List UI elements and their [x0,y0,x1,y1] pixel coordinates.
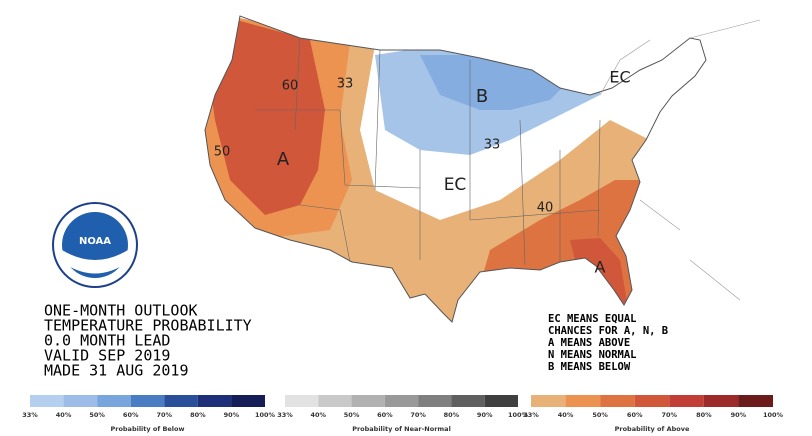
legend-swatch [130,395,165,407]
logo: NOAA [52,202,138,288]
legend-tick-label: 90% [477,411,493,419]
title-line: ONE-MONTH OUTLOOK [44,302,198,320]
logo-text: NOAA [79,236,111,247]
map-label: 40 [537,201,554,216]
map-label: 50 [214,145,231,160]
map-label: B [476,86,488,107]
legend-swatch [164,395,198,407]
key-line: B MEANS BELOW [548,361,631,373]
legend-swatch [565,395,601,407]
legend-tick-label: 40% [558,411,574,419]
key-line: A MEANS ABOVE [548,337,630,349]
us-outline [204,15,707,323]
legend-swatch [484,395,518,407]
legend-swatch [30,395,64,407]
legend-swatch [703,395,739,407]
legends: 33% 40% 50% 60% 70% 80% 90% 100% Probability of … [22,395,784,433]
legend-tick-label: 60% [377,411,393,419]
legend-tick-label: 33% [523,411,539,419]
legend-tick-label: 100% [255,411,276,419]
legend-tick-label: 80% [696,411,712,419]
legend-tick-label: 50% [344,411,360,419]
legend-tick-label: 50% [89,411,105,419]
map-label: EC [609,68,630,87]
key-line: EC MEANS EQUAL [548,313,637,325]
legend-tick-label: 90% [224,411,240,419]
legend-swatch [451,395,485,407]
title-line: TEMPERATURE PROBABILITY [44,317,252,335]
legend-tick-label: 70% [410,411,426,419]
legend-swatch [634,395,670,407]
legend-swatch [531,395,566,407]
legend-swatch [318,395,352,407]
legend-tick-label: 50% [592,411,608,419]
legend-tick-label: 60% [123,411,139,419]
legend-tick-label: 33% [277,411,293,419]
legend-swatch [418,395,452,407]
legend-tick-label: 90% [731,411,747,419]
legend-swatch [669,395,704,407]
legend-swatch [600,395,635,407]
title-line: MADE 31 AUG 2019 [44,362,189,380]
legend-title: Probability of Below [110,425,184,433]
map-label: EC [444,175,467,195]
logo-bird [62,250,128,274]
legend-title: Probability of Above [615,425,690,433]
map-label: A [277,149,290,170]
legend-swatch [351,395,385,407]
legend-swatch [97,395,131,407]
title-line: 0.0 MONTH LEAD [44,332,170,350]
state-lines [255,19,761,301]
legend-tick-label: 70% [662,411,678,419]
map-label: 60 [282,79,299,94]
legend-tick-label: 80% [190,411,206,419]
map-label: 33 [484,138,501,153]
legend-swatch [63,395,98,407]
map-label: 33 [337,77,354,92]
legend-tick-label: 40% [311,411,327,419]
map-label: A [595,258,606,277]
legend-title: Probability of Near-Normal [352,425,451,433]
legend-swatch [231,395,265,407]
title-line: VALID SEP 2019 [44,347,170,365]
legend-tick-label: 70% [157,411,173,419]
legend-tick-label: 100% [763,411,784,419]
key-line: N MEANS NORMAL [548,349,637,361]
legend-tick-label: 100% [508,411,529,419]
legend-tick-label: 33% [22,411,38,419]
legend-tick-label: 40% [56,411,72,419]
legend-swatch [384,395,419,407]
key-line: CHANCES FOR A, N, B [548,325,668,337]
legend-tick-label: 60% [627,411,643,419]
legend-swatch [197,395,232,407]
legend-swatch [738,395,773,407]
legend-tick-label: 80% [444,411,460,419]
legend-swatch [285,395,319,407]
map-labels: 60 33 B 50 A 33 EC 40 A EC [214,68,631,277]
